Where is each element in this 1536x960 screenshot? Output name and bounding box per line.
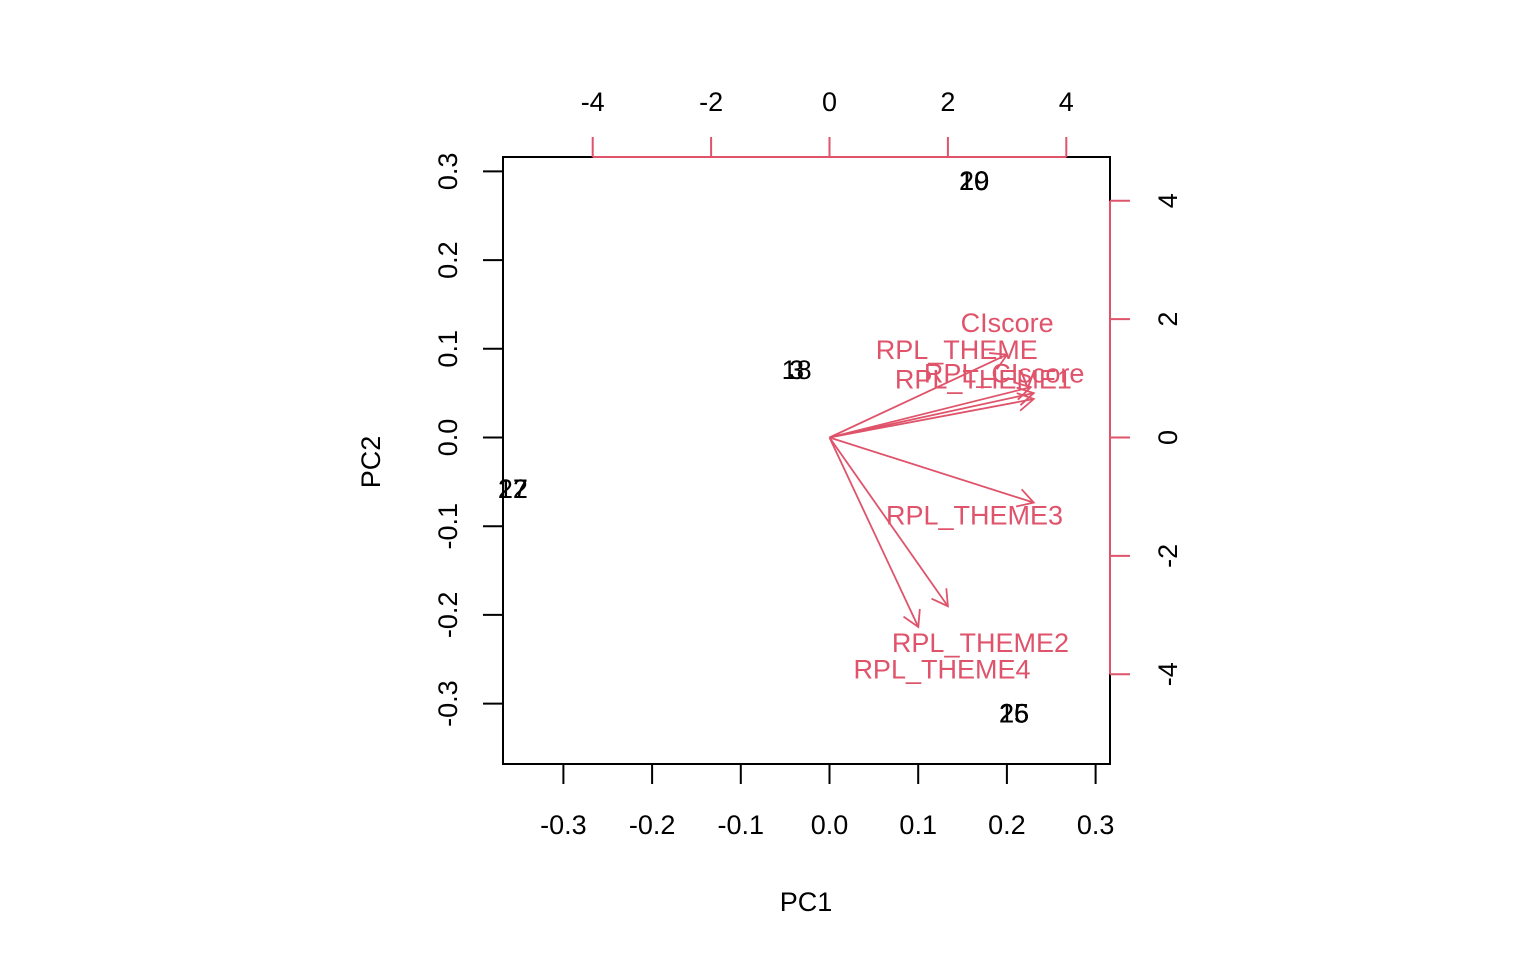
observation-label: 3 [789,355,804,385]
arrow-head [989,352,1009,370]
x-tick-label: 0.1 [899,810,937,840]
arrow-head [903,608,921,629]
observation-label: 20 [959,166,989,196]
loading-arrow [828,436,949,608]
x-tick-label: -0.1 [718,810,765,840]
right-tick-label: 2 [1153,312,1183,327]
top-tick-label: -4 [581,87,605,117]
y-tick-label: 0.2 [433,241,463,279]
right-tick-label: 0 [1153,430,1183,445]
variable-label: RPL_CIscore [924,358,1085,388]
variable-label: CIscore [961,308,1054,338]
arrow-shaft [828,436,949,607]
y-tick-label: -0.1 [433,503,463,550]
top-axis: -4 -2 0 2 4 [581,87,1074,158]
arrow-shaft [829,386,1031,439]
observation-point: 183 [782,355,812,385]
arrow-shaft [828,437,920,628]
observation-label: 18 [782,355,812,385]
observation-label: 19 [959,166,989,196]
right-tick-label: 4 [1153,193,1183,208]
y-tick-label: -0.2 [433,592,463,639]
observation-label: 25 [999,698,1029,728]
arrow-head [1016,392,1036,412]
loading-arrow [829,352,1009,439]
top-tick-label: 2 [940,87,955,117]
right-tick-label: -2 [1153,544,1183,568]
x-tick-label: -0.2 [629,810,676,840]
x-tick-label: 0.0 [811,810,849,840]
arrow-shaft [829,398,1034,439]
variable-label: RPL_THEME [876,335,1038,365]
arrow-shaft [829,436,1035,504]
x-axis-title: PC1 [780,887,833,917]
loading-arrows [828,352,1036,629]
variable-label: RPL_THEME2 [892,628,1069,658]
observation-label: 22 [498,474,528,504]
bottom-axis: -0.3 -0.2 -0.1 0.0 0.1 0.2 0.3 [540,763,1115,840]
top-tick-label: -2 [699,87,723,117]
variable-label: RPL_THEME3 [886,501,1063,531]
y-tick-label: 0.3 [433,153,463,191]
y-tick-label: 0.1 [433,330,463,368]
observation-label: 17 [498,474,528,504]
y-axis-title: PC2 [356,436,386,489]
y-tick-label: 0.0 [433,419,463,457]
top-tick-label: 0 [822,87,837,117]
variable-label: RPL_THEME1 [895,364,1072,394]
loading-arrow [829,436,1036,508]
arrow-head [1015,488,1036,508]
arrow-head [931,588,949,608]
right-axis: -4 -2 0 2 4 [1109,193,1183,686]
x-tick-label: 0.2 [988,810,1026,840]
arrow-shaft [829,392,1034,439]
x-tick-label: 0.3 [1077,810,1115,840]
right-tick-label: -4 [1153,662,1183,686]
arrow-shaft [829,353,1008,439]
y-tick-label: -0.3 [433,680,463,727]
x-tick-label: -0.3 [540,810,587,840]
left-axis: -0.3 -0.2 -0.1 0.0 0.1 0.2 0.3 [433,153,504,727]
observation-label: 26 [999,698,1029,728]
observation-label: 10 [959,166,989,196]
observation-label: 15 [999,698,1029,728]
loading-arrow [829,392,1036,439]
top-tick-label: 4 [1059,87,1074,117]
loading-arrow [828,437,921,629]
variable-label: RPL_THEME4 [853,654,1030,684]
